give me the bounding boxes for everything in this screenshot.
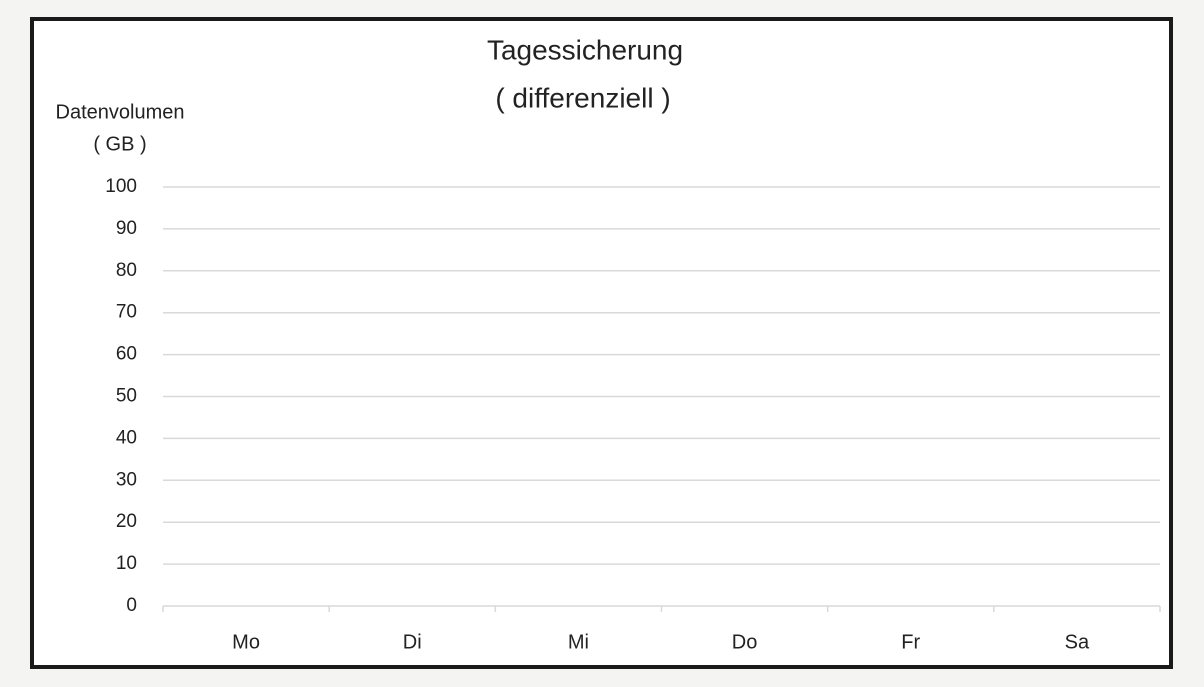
chart-subtitle: ( differenziell )	[495, 82, 670, 113]
y-tick-label: 10	[116, 553, 137, 574]
y-tick-label: 50	[116, 386, 137, 407]
x-tick-label: Mi	[568, 631, 589, 653]
x-tick-label: Fr	[901, 631, 920, 653]
y-tick-label: 30	[116, 469, 137, 490]
y-tick-label: 80	[116, 260, 137, 281]
x-tick-label: Do	[732, 631, 758, 653]
chart-frame	[30, 17, 1173, 669]
y-axis-label: Datenvolumen	[56, 101, 185, 123]
x-tick-label: Sa	[1065, 631, 1090, 653]
y-tick-label: 70	[116, 302, 137, 323]
y-tick-label: 40	[116, 427, 137, 448]
y-tick-label: 100	[105, 176, 137, 197]
y-tick-label: 0	[126, 595, 137, 616]
x-tick-label: Di	[403, 631, 422, 653]
x-tick-label: Mo	[232, 631, 260, 653]
chart-title: Tagessicherung	[487, 34, 683, 65]
y-tick-label: 20	[116, 511, 137, 532]
y-axis-unit: ( GB )	[93, 133, 146, 155]
y-tick-label: 60	[116, 344, 137, 365]
y-tick-label: 90	[116, 218, 137, 239]
